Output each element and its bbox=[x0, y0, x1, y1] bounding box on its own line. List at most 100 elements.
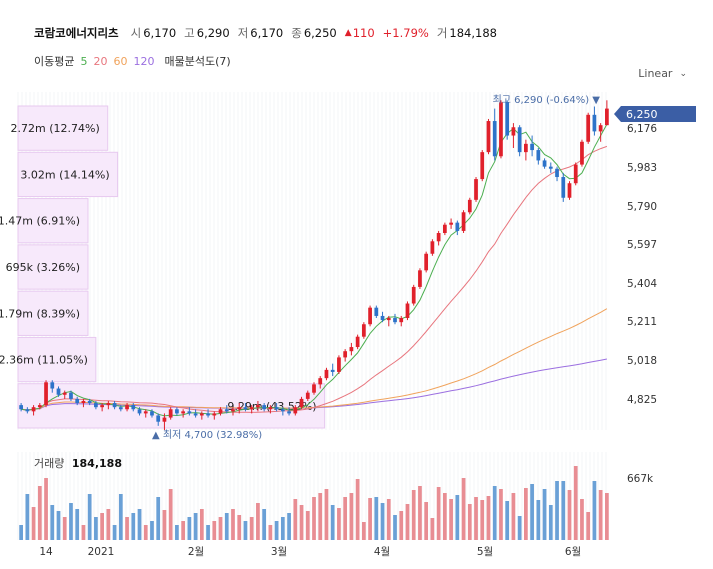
volume-bar bbox=[231, 509, 235, 540]
ma-20-label[interactable]: 20 bbox=[93, 54, 108, 68]
volume-profile-bar bbox=[17, 290, 89, 336]
volume-bar bbox=[567, 490, 572, 540]
candle-body bbox=[449, 222, 453, 225]
ma-5-line bbox=[21, 124, 608, 417]
volume-bar bbox=[69, 503, 73, 540]
volume-bar bbox=[162, 510, 167, 540]
candle-body bbox=[56, 388, 61, 395]
candle-body bbox=[168, 409, 173, 418]
x-axis-tick-label: 6월 bbox=[565, 546, 581, 558]
low-price: 6,170 bbox=[250, 26, 284, 40]
ma-60-label[interactable]: 60 bbox=[113, 54, 128, 68]
candle-body bbox=[330, 369, 335, 372]
x-axis-tick-label: 2월 bbox=[188, 546, 204, 558]
volume-bar bbox=[187, 517, 192, 540]
candle-body bbox=[536, 150, 541, 161]
volume-bar bbox=[486, 496, 491, 540]
ma-5-label[interactable]: 5 bbox=[80, 54, 88, 68]
volume-bar bbox=[118, 494, 123, 540]
ma-120-label[interactable]: 120 bbox=[133, 54, 155, 68]
candle-body bbox=[411, 286, 416, 304]
candle-body bbox=[561, 177, 566, 198]
candle-body bbox=[442, 224, 447, 234]
volume-bar bbox=[355, 479, 360, 540]
volume-bar bbox=[156, 497, 161, 540]
volume-bar bbox=[243, 521, 248, 540]
volume-axis-tick: 667k bbox=[627, 473, 654, 485]
candle-body bbox=[199, 413, 204, 416]
candle-body bbox=[467, 199, 472, 213]
low-label: 저 bbox=[237, 26, 249, 40]
y-axis-tick-label: 5,404 bbox=[627, 278, 657, 290]
candle-body bbox=[37, 405, 42, 408]
volume-bar bbox=[262, 509, 267, 540]
volume-bar bbox=[175, 525, 179, 540]
y-axis-tick-label: 6,176 bbox=[627, 123, 657, 135]
volume-profile-label: 1.47m (6.91%) bbox=[0, 215, 80, 228]
volume-bar bbox=[405, 504, 410, 540]
candle-body bbox=[393, 318, 397, 323]
candle-body bbox=[312, 384, 316, 393]
candle-body bbox=[212, 413, 217, 416]
volume-bar bbox=[299, 505, 304, 540]
candle-body bbox=[368, 307, 372, 325]
stock-name: 코람코에너지리츠 bbox=[34, 26, 119, 40]
volume-bar bbox=[380, 503, 385, 540]
candle-body bbox=[592, 114, 597, 132]
volume-bar bbox=[181, 521, 186, 540]
volume-bar bbox=[580, 499, 584, 540]
candle-body bbox=[399, 318, 404, 323]
open-label: 시 bbox=[130, 26, 142, 40]
volume-bar bbox=[586, 512, 591, 540]
candle-body bbox=[156, 415, 161, 422]
candle-body bbox=[436, 233, 441, 242]
volume-bar bbox=[143, 525, 148, 540]
volume-bar bbox=[393, 515, 397, 540]
volume-bar bbox=[312, 497, 316, 540]
current-price-tag bbox=[614, 106, 696, 122]
x-axis-tick-label: 4월 bbox=[374, 546, 390, 558]
low-price-annotation: ▲ 최저 4,700 (32.98%) bbox=[152, 429, 262, 441]
candle-body bbox=[75, 398, 80, 404]
volume-bar bbox=[499, 489, 503, 540]
candle-body bbox=[517, 127, 522, 153]
candle-body bbox=[461, 212, 466, 231]
candle-body bbox=[486, 121, 491, 153]
high-price: 6,290 bbox=[196, 26, 230, 40]
candle-body bbox=[262, 405, 267, 410]
candle-body bbox=[131, 405, 136, 410]
candle-body bbox=[237, 407, 242, 410]
volume-bar bbox=[25, 494, 30, 540]
volume-bar bbox=[31, 507, 36, 540]
volume-bar bbox=[530, 484, 534, 540]
volume-bar bbox=[87, 494, 92, 540]
volume-bar bbox=[268, 525, 273, 540]
y-axis-tick-label: 5,211 bbox=[627, 316, 657, 328]
volume-profile-label[interactable]: 매물분석도(7) bbox=[164, 55, 231, 68]
x-axis-tick-label: 14 bbox=[39, 546, 53, 558]
high-label: 고 bbox=[184, 26, 195, 40]
candle-body bbox=[274, 407, 279, 410]
volume-bar bbox=[436, 487, 441, 540]
candle-body bbox=[580, 141, 584, 165]
volume-bar bbox=[280, 517, 285, 540]
candle-body bbox=[19, 405, 23, 410]
candle-body bbox=[44, 382, 48, 406]
volume-profile-label: 2.36m (11.05%) bbox=[0, 354, 88, 367]
candle-body bbox=[280, 409, 285, 412]
scale-mode-dropdown[interactable]: Linear ⌄ bbox=[638, 67, 687, 80]
y-axis-tick-label: 5,018 bbox=[627, 355, 657, 367]
candle-body bbox=[287, 411, 291, 414]
chevron-down-icon: ⌄ bbox=[679, 68, 687, 79]
volume-bar bbox=[249, 517, 254, 540]
volume-bar bbox=[474, 497, 478, 540]
volume-bar bbox=[56, 511, 61, 540]
candle-body bbox=[386, 318, 391, 321]
candle-body bbox=[100, 405, 104, 408]
candle-body bbox=[418, 270, 422, 287]
moving-average-title[interactable]: 이동평균 bbox=[34, 55, 75, 68]
candle-body bbox=[31, 407, 36, 412]
volume-profile-label: 2.72m (12.74%) bbox=[11, 122, 100, 135]
candle-body bbox=[430, 241, 435, 254]
